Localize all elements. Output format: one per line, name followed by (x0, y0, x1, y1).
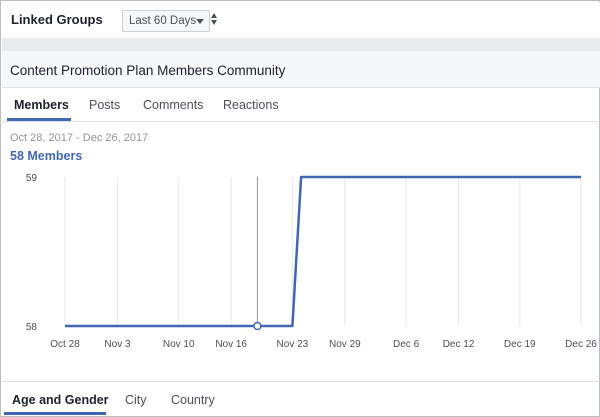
members-summary: 58 Members (10, 149, 82, 163)
tab-age-and-gender[interactable]: Age and Gender (12, 393, 109, 407)
series-line (65, 175, 581, 328)
x-tick-label: Nov 10 (163, 339, 195, 350)
demographic-tabs: Age and Gender City Country (2, 381, 600, 417)
x-tick-label: Nov 23 (277, 339, 309, 350)
top-bar: Linked Groups Last 60 Days (2, 2, 600, 38)
tab-country[interactable]: Country (171, 393, 215, 407)
active-tab-indicator (7, 118, 71, 121)
tab-reactions[interactable]: Reactions (223, 98, 279, 112)
section-title: Linked Groups (11, 12, 103, 27)
sort-updown-icon[interactable] (211, 13, 219, 27)
caret-up-icon (211, 13, 217, 18)
date-range-dropdown[interactable]: Last 60 Days (122, 10, 210, 32)
date-range-label: Oct 28, 2017 - Dec 26, 2017 (10, 132, 149, 144)
y-tick-label: 59 (26, 173, 38, 184)
highlighted-data-point (253, 321, 262, 331)
y-tick-label: 58 (26, 322, 38, 333)
date-range-value: Last 60 Days (129, 15, 197, 27)
group-card-header: Content Promotion Plan Members Community (2, 51, 600, 88)
active-demographic-tab-indicator (4, 412, 106, 415)
section-separator (2, 38, 600, 51)
members-label: Members (27, 149, 83, 163)
caret-down-icon (211, 20, 217, 25)
x-tick-label: Nov 29 (329, 339, 361, 350)
x-tick-label: Nov 3 (104, 339, 131, 350)
tab-members[interactable]: Members (14, 98, 69, 112)
metric-tabs: Members Posts Comments Reactions (2, 89, 600, 122)
tab-posts[interactable]: Posts (89, 98, 121, 112)
members-line-chart: Oct 28 Nov 3 Nov 10 Nov 16 Nov 23 Nov 29 Dec 6… (26, 173, 597, 350)
members-count: 58 (10, 149, 24, 163)
x-tick-label: Dec 26 (565, 339, 597, 350)
x-tick-label: Oct 28 (50, 339, 80, 350)
group-name: Content Promotion Plan Members Community (10, 63, 286, 78)
x-tick-label: Dec 19 (504, 339, 536, 350)
x-tick-label: Dec 6 (393, 339, 420, 350)
tab-comments[interactable]: Comments (143, 98, 204, 112)
chevron-down-icon (196, 19, 204, 24)
x-tick-label: Nov 16 (215, 339, 247, 350)
tab-city[interactable]: City (125, 393, 147, 407)
x-tick-label: Dec 12 (443, 339, 475, 350)
